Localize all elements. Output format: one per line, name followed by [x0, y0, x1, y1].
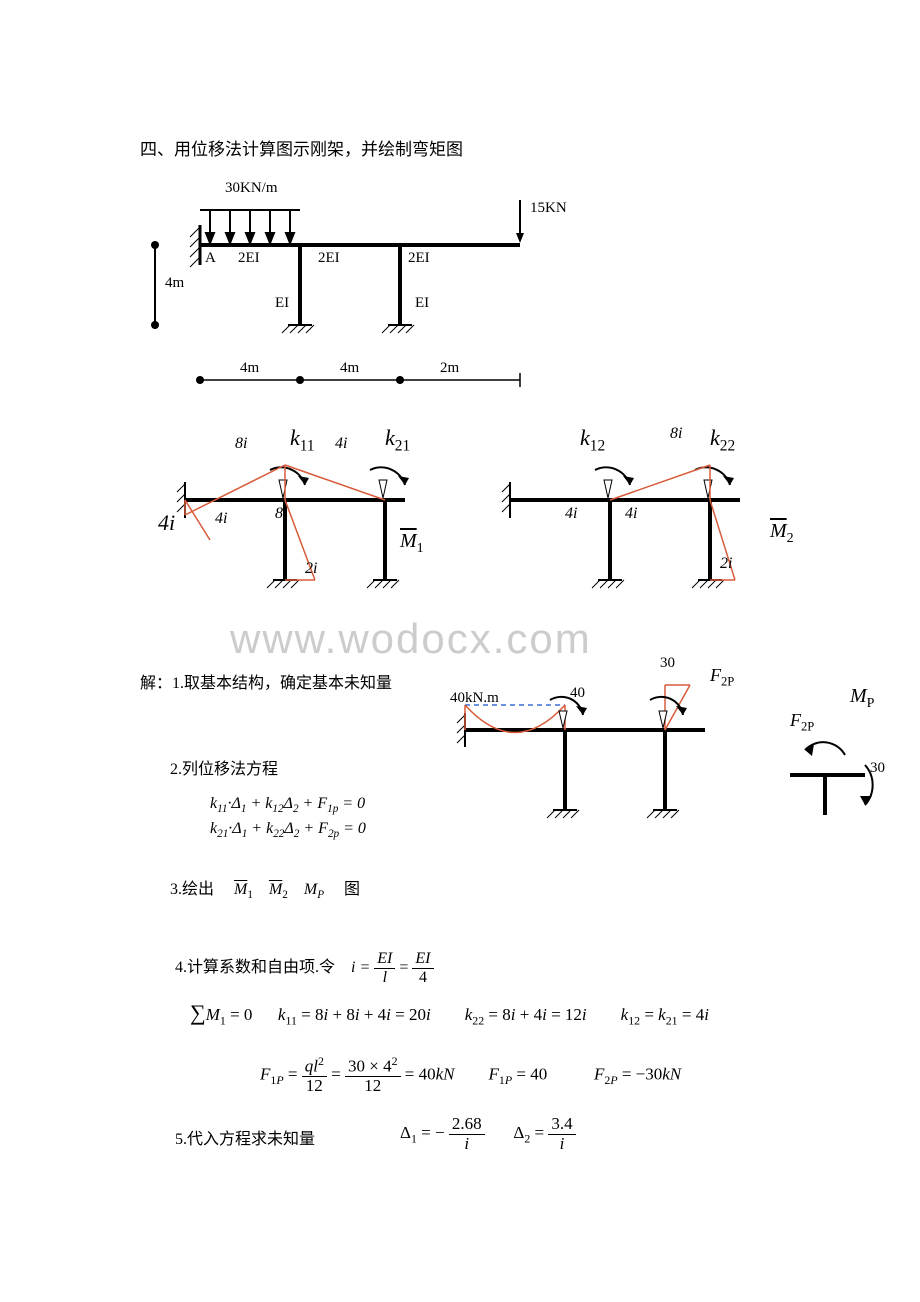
m1-8i-text: 8i	[235, 435, 247, 452]
dim-4m-2: 4m	[340, 360, 359, 377]
m2-k22: k22	[710, 425, 735, 455]
dim-2m: 2m	[440, 360, 459, 377]
m2-svg	[490, 420, 790, 610]
s3m2: M	[269, 881, 282, 898]
k22-k: k	[710, 425, 720, 450]
f2p-f: F	[710, 665, 721, 685]
m1-label: M1	[400, 530, 424, 557]
eq2: k21·Δ1 + k22Δ2 + F2p = 0	[210, 820, 366, 840]
k11-sub: 11	[300, 437, 315, 454]
s3m2s: 2	[282, 889, 288, 901]
d1n: 2.68	[449, 1115, 485, 1135]
f1p-line: F1P = ql212 = 30 × 4212 = 40kN F1P = 40 …	[260, 1055, 681, 1096]
beam-2ei-3: 2EI	[408, 250, 430, 267]
m1-b2i: 2i	[305, 560, 317, 577]
m1-M: M	[400, 530, 417, 552]
beam-2ei-1: 2EI	[238, 250, 260, 267]
dim-4m-1: 4m	[240, 360, 259, 377]
f2p-2: F2P	[790, 710, 814, 735]
eq1: k11·Δ1 + k12Δ2 + F1p = 0	[210, 795, 365, 815]
mp-40: 40	[570, 685, 585, 702]
m2-l4i: 4i	[565, 505, 577, 522]
m2-b2i: 2i	[720, 555, 732, 572]
height-label: 4m	[165, 275, 184, 292]
step2: 2.列位移法方程	[170, 755, 278, 779]
m1-2i: 2i	[305, 560, 317, 578]
f-ei2: EI	[412, 950, 433, 969]
s3mps: P	[317, 889, 324, 901]
m1-4i-t: 4i	[335, 435, 347, 452]
s3m1: M	[234, 881, 247, 898]
m2-4i-l: 4i	[565, 505, 577, 523]
k12-sub: 12	[590, 437, 605, 454]
m2-8i: 8i	[670, 425, 682, 443]
joint-a: A	[205, 250, 216, 267]
detail-30: 30	[870, 760, 885, 777]
m2-M: M	[770, 520, 787, 542]
d2d: i	[548, 1135, 575, 1154]
col-ei-1: EI	[275, 295, 289, 312]
step5: 5.代入方程求未知量	[175, 1125, 315, 1149]
m2-8i-t: 8i	[670, 425, 682, 442]
mp-40knm: 40kN.m	[450, 690, 499, 707]
problem-title: 四、用位移法计算图示刚架，并绘制弯矩图	[140, 135, 463, 160]
step5a: 5.代入方程求未知量	[175, 1131, 315, 1148]
mp-label: MP	[850, 685, 874, 712]
k21-k: k	[385, 425, 395, 450]
f2p-sub: 2P	[721, 675, 734, 689]
d2n: 3.4	[548, 1115, 575, 1135]
f-l: l	[374, 969, 395, 987]
sum-line: ∑M1 = 0 k11 = 8i + 8i + 4i = 20i k22 = 8…	[190, 1000, 709, 1028]
m1-l4i: 4i	[158, 510, 175, 535]
f-ei: EI	[374, 950, 395, 969]
s3m1s: 1	[247, 889, 253, 901]
m1-4i-top: 4i	[335, 435, 347, 453]
mp-M: M	[850, 685, 867, 707]
m1-8i-mid: 8i	[275, 505, 287, 523]
step4i: i =	[351, 959, 370, 976]
k11-k: k	[290, 425, 300, 450]
delta-line: Δ1 = − 2.68i Δ2 = 3.4i	[400, 1115, 576, 1153]
k21-sub: 21	[395, 437, 410, 454]
f2p2-f: F	[790, 710, 801, 730]
d1d: i	[449, 1135, 485, 1154]
f2p2-sub: 2P	[801, 720, 814, 734]
f-4: 4	[412, 969, 433, 987]
col-ei-2: EI	[415, 295, 429, 312]
m2-sub: 2	[787, 531, 794, 546]
mp-sub: P	[867, 696, 875, 711]
step4a: 4.计算系数和自由项.令	[175, 959, 335, 976]
m2-label: M2	[770, 520, 794, 547]
m1-k11: k11	[290, 425, 315, 455]
k22-sub: 22	[720, 437, 735, 454]
m2-4i-r: 4i	[625, 505, 637, 523]
step3: 3.绘出 M1 M2 MP 图	[170, 875, 360, 901]
m1-8i-top: 8i	[235, 435, 247, 453]
mp-30: 30	[660, 655, 675, 672]
m1-k21: k21	[385, 425, 410, 455]
k12-k: k	[580, 425, 590, 450]
m2-k12: k12	[580, 425, 605, 455]
beam-2ei-2: 2EI	[318, 250, 340, 267]
step4: 4.计算系数和自由项.令 i = EIl = EI4	[175, 950, 434, 986]
m2-2i: 2i	[720, 555, 732, 573]
mp-f2p: F2P	[710, 665, 734, 690]
pt-load-label: 15KN	[530, 200, 567, 217]
m1-sub: 1	[417, 541, 424, 556]
m1-i4i: 4i	[215, 510, 227, 527]
s3mp: M	[304, 881, 317, 898]
m1-inner4i: 4i	[215, 510, 227, 528]
m2-i4i: 4i	[625, 505, 637, 522]
step3a: 3.绘出	[170, 881, 214, 898]
m1-left4i: 4i	[158, 510, 175, 536]
udl-label: 30KN/m	[225, 180, 278, 197]
m1-m8i: 8i	[275, 505, 287, 522]
step3b: 图	[344, 881, 360, 898]
step1: 解：1.取基本结构，确定基本未知量	[140, 670, 410, 699]
